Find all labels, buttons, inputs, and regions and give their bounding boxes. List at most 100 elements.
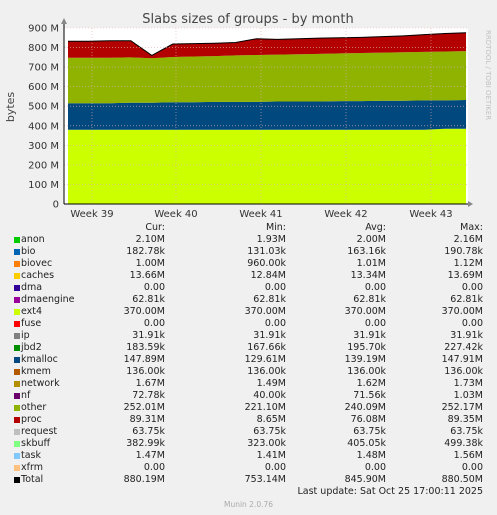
area-kmalloc bbox=[68, 99, 466, 130]
legend-cur: 370.00M bbox=[123, 306, 165, 317]
legend-max: 89.35M bbox=[447, 414, 483, 425]
legend-name: kmem bbox=[21, 366, 51, 377]
legend-name: proc bbox=[21, 414, 42, 425]
area-ext4 bbox=[68, 128, 466, 204]
legend-swatch bbox=[14, 357, 20, 363]
y-tick-label: 400 M bbox=[28, 121, 59, 132]
area-other bbox=[68, 51, 466, 104]
legend-swatch bbox=[14, 273, 20, 279]
legend-name: network bbox=[21, 378, 60, 389]
legend-name: caches bbox=[21, 270, 55, 281]
x-tick-label: Week 39 bbox=[70, 209, 113, 220]
x-tick-label: Week 41 bbox=[239, 209, 282, 220]
legend-cur: 0.00 bbox=[143, 318, 165, 329]
legend-cur: 63.75k bbox=[132, 426, 165, 437]
legend-cur: 182.78k bbox=[126, 246, 165, 257]
legend-max: 1.73M bbox=[453, 378, 483, 389]
rrdtool-label: RRDTOOL / TOBI OETIKER bbox=[484, 30, 492, 120]
legend-name: fuse bbox=[21, 318, 42, 329]
legend-avg: 0.00 bbox=[364, 282, 386, 293]
legend-row: proc 89.31M 8.65M 76.08M 89.35M bbox=[0, 414, 497, 426]
legend-swatch bbox=[14, 249, 20, 255]
legend-name: bio bbox=[21, 246, 36, 257]
legend-avg: 31.91k bbox=[353, 330, 386, 341]
y-axis-label: bytes bbox=[4, 92, 17, 123]
legend-min: 129.61M bbox=[244, 354, 286, 365]
legend-row: biovec 1.00M 960.00k 1.01M 1.12M bbox=[0, 258, 497, 270]
legend-min: 323.00k bbox=[247, 438, 286, 449]
y-axis-arrow bbox=[61, 18, 67, 24]
y-tick-label: 300 M bbox=[28, 141, 59, 152]
legend-min: 31.91k bbox=[253, 330, 286, 341]
legend-min: 63.75k bbox=[253, 426, 286, 437]
legend-max: 0.00 bbox=[461, 282, 483, 293]
legend-swatch bbox=[14, 477, 20, 483]
legend-name: ip bbox=[21, 330, 30, 341]
legend-min: 753.14M bbox=[244, 474, 286, 485]
legend-swatch bbox=[14, 381, 20, 387]
legend-min: 8.65M bbox=[256, 414, 286, 425]
legend-name: dma bbox=[21, 282, 43, 293]
legend-name: dmaengine bbox=[21, 294, 75, 305]
legend-min: 136.00k bbox=[247, 366, 286, 377]
legend-swatch bbox=[14, 345, 20, 351]
legend-max: 1.56M bbox=[453, 450, 483, 461]
legend-name: other bbox=[21, 402, 47, 413]
x-tick-label: Week 40 bbox=[154, 209, 197, 220]
y-tick-label: 100 M bbox=[28, 180, 59, 191]
chart-title: Slabs sizes of groups - by month bbox=[142, 12, 354, 27]
legend-row: ext4 370.00M 370.00M 370.00M 370.00M bbox=[0, 306, 497, 318]
legend-swatch bbox=[14, 465, 20, 471]
legend-row: request 63.75k 63.75k 63.75k 63.75k bbox=[0, 426, 497, 438]
legend-row: ip 31.91k 31.91k 31.91k 31.91k bbox=[0, 330, 497, 342]
legend-swatch bbox=[14, 261, 20, 267]
legend-avg: 0.00 bbox=[364, 462, 386, 473]
legend-row: anon 2.10M 1.93M 2.00M 2.16M bbox=[0, 234, 497, 246]
legend-max: 63.75k bbox=[450, 426, 483, 437]
legend-max: 0.00 bbox=[461, 462, 483, 473]
legend-swatch bbox=[14, 405, 20, 411]
legend-max: 136.00k bbox=[444, 366, 483, 377]
legend-name: nf bbox=[21, 390, 31, 401]
legend-row: Total 880.19M 753.14M 845.90M 880.50M bbox=[0, 474, 497, 486]
legend-row: task 1.47M 1.41M 1.48M 1.56M bbox=[0, 450, 497, 462]
legend-cur: 147.89M bbox=[123, 354, 165, 365]
legend-name: request bbox=[21, 426, 58, 437]
legend-min: 0.00 bbox=[264, 318, 286, 329]
legend-cur: 252.01M bbox=[123, 402, 165, 413]
y-tick-label: 700 M bbox=[28, 63, 59, 74]
legend-row: skbuff 382.99k 323.00k 405.05k 499.38k bbox=[0, 438, 497, 450]
legend-avg: 136.00k bbox=[347, 366, 386, 377]
legend-min: 1.41M bbox=[256, 450, 286, 461]
legend-swatch bbox=[14, 393, 20, 399]
header-min: Min: bbox=[265, 222, 286, 233]
legend-avg: 240.09M bbox=[344, 402, 386, 413]
legend-swatch bbox=[14, 333, 20, 339]
header-max: Max: bbox=[460, 222, 483, 233]
legend-row: xfrm 0.00 0.00 0.00 0.00 bbox=[0, 462, 497, 474]
legend-name: task bbox=[21, 450, 41, 461]
legend-row: network 1.67M 1.49M 1.62M 1.73M bbox=[0, 378, 497, 390]
legend-row: kmalloc 147.89M 129.61M 139.19M 147.91M bbox=[0, 354, 497, 366]
legend-min: 221.10M bbox=[244, 402, 286, 413]
legend-row: fuse 0.00 0.00 0.00 0.00 bbox=[0, 318, 497, 330]
y-tick-label: 200 M bbox=[28, 160, 59, 171]
x-axis-arrow bbox=[468, 201, 473, 207]
legend-max: 2.16M bbox=[453, 234, 483, 245]
legend-min: 62.81k bbox=[253, 294, 286, 305]
legend-swatch bbox=[14, 309, 20, 315]
legend-avg: 405.05k bbox=[347, 438, 386, 449]
legend-avg: 163.16k bbox=[347, 246, 386, 257]
legend-cur: 1.00M bbox=[135, 258, 165, 269]
legend-name: jbd2 bbox=[21, 342, 42, 353]
y-tick-label: 600 M bbox=[28, 82, 59, 93]
y-tick-label: 500 M bbox=[28, 102, 59, 113]
legend-max: 13.69M bbox=[447, 270, 483, 281]
legend-row: other 252.01M 221.10M 240.09M 252.17M bbox=[0, 402, 497, 414]
chart: Slabs sizes of groups - by month bytes RRD… bbox=[4, 12, 492, 220]
legend-avg: 195.70k bbox=[347, 342, 386, 353]
legend-avg: 0.00 bbox=[364, 318, 386, 329]
legend-row: dma 0.00 0.00 0.00 0.00 bbox=[0, 282, 497, 294]
legend-swatch bbox=[14, 237, 20, 243]
legend-cur: 2.10M bbox=[135, 234, 165, 245]
